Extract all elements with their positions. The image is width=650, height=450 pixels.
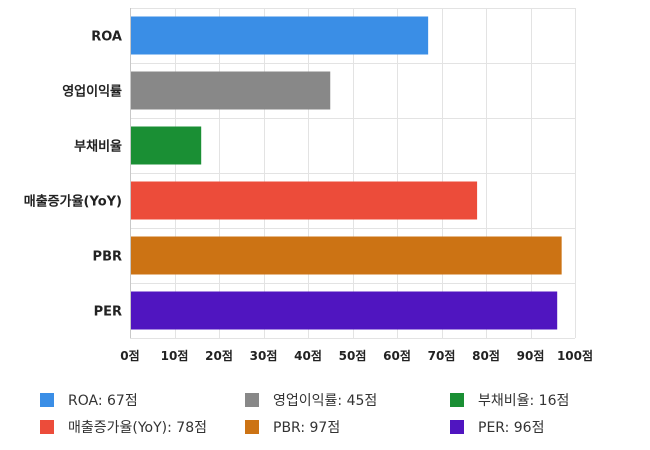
legend-label-2: 부채비율: 16점 [478, 393, 570, 409]
legend-swatch-1 [245, 393, 259, 407]
x-tick-label-90: 90점 [517, 348, 545, 363]
legend-label-5: PER: 96점 [478, 420, 545, 436]
legend-item-2: 부채비율: 16점 [450, 390, 569, 410]
x-tick-label-30: 30점 [250, 348, 278, 363]
legend-label-0: ROA: 67점 [68, 393, 138, 409]
legend-item-3: 매출증가율(YoY): 78점 [40, 417, 207, 437]
legend-swatch-4 [245, 420, 259, 434]
category-label-4: PBR [93, 250, 122, 265]
bar-0 [131, 16, 429, 55]
x-tick-label-80: 80점 [472, 348, 500, 363]
bars [131, 16, 562, 330]
bar-5 [131, 291, 558, 330]
category-label-3: 매출증가율(YoY) [24, 194, 122, 210]
category-label-5: PER [94, 305, 122, 320]
x-tick-label-100: 100점 [557, 348, 593, 363]
x-axis-tick-labels: 0점 10점 20점 30점 40점 50점 60점 70점 80점 90점 100점 [120, 348, 593, 363]
x-tick-label-60: 60점 [383, 348, 411, 363]
x-tick-label-50: 50점 [339, 348, 367, 363]
legend-swatch-3 [40, 420, 54, 434]
legend-label-3: 매출증가율(YoY): 78점 [68, 420, 207, 436]
category-label-1: 영업이익률 [62, 84, 122, 100]
x-tick-label-10: 10점 [161, 348, 189, 363]
category-label-2: 부채비율 [74, 139, 122, 155]
legend-label-4: PBR: 97점 [273, 420, 341, 436]
legend-label-1: 영업이익률: 45점 [273, 393, 378, 409]
legend-item-4: PBR: 97점 [245, 417, 340, 437]
grid-lines [130, 8, 576, 339]
category-label-0: ROA [91, 30, 122, 45]
legend-swatch-5 [450, 420, 464, 434]
x-tick-label-0: 0점 [120, 348, 139, 363]
x-tick-label-40: 40점 [294, 348, 322, 363]
bar-4 [131, 236, 562, 275]
legend-item-0: ROA: 67점 [40, 390, 138, 410]
legend-swatch-2 [450, 393, 464, 407]
bar-2 [131, 126, 202, 165]
legend-swatch-0 [40, 393, 54, 407]
bar-1 [131, 71, 331, 110]
bar-3 [131, 181, 478, 220]
x-tick-label-20: 20점 [205, 348, 233, 363]
legend-item-1: 영업이익률: 45점 [245, 390, 377, 410]
x-tick-label-70: 70점 [428, 348, 456, 363]
legend-item-5: PER: 96점 [450, 417, 544, 437]
